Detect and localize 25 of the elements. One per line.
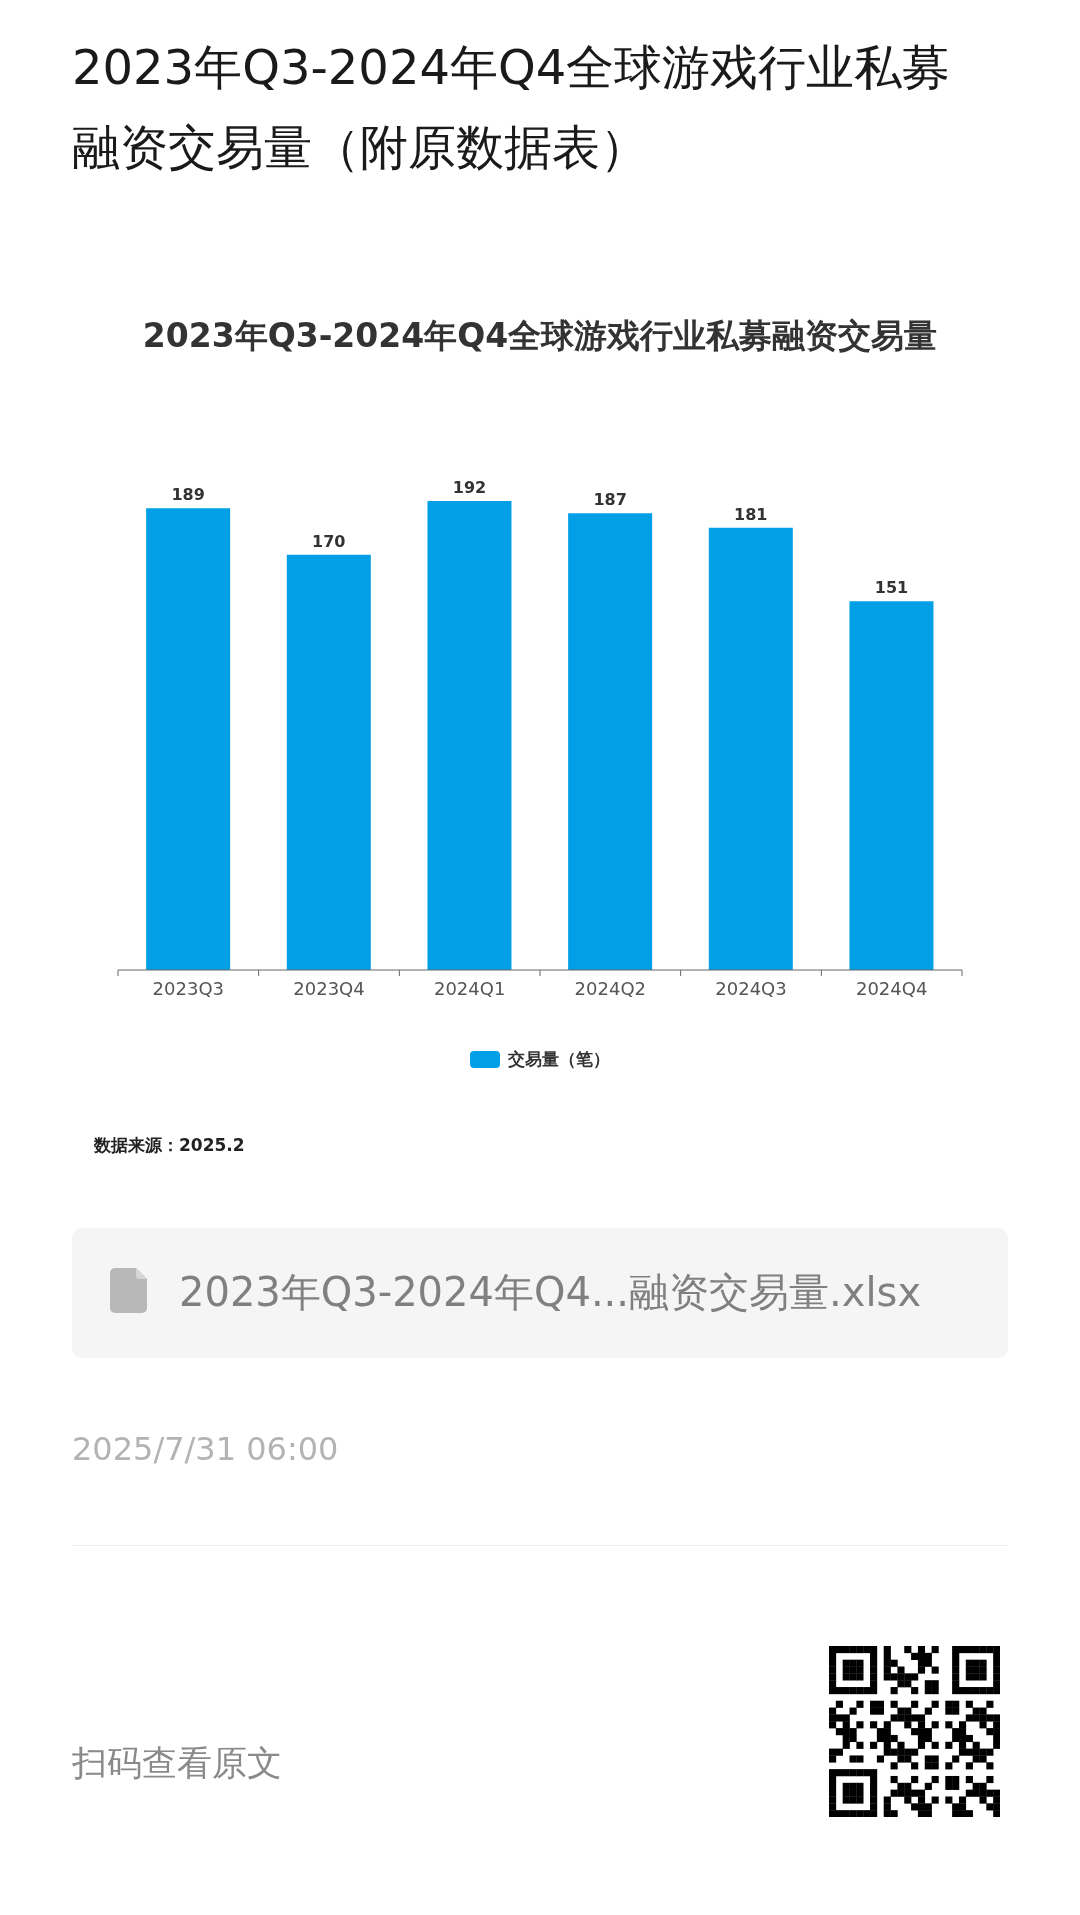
x-tick-label: 2023Q4 bbox=[293, 978, 365, 999]
text: 2025/7/31 06:00 bbox=[72, 1430, 339, 1468]
x-tick-label: 2024Q3 bbox=[715, 978, 787, 999]
data-label: 189 bbox=[171, 485, 205, 505]
x-tick-label: 2024Q1 bbox=[433, 978, 506, 999]
x-tick-label: 2024Q2 bbox=[574, 978, 647, 999]
text: 扫码查看原文 bbox=[72, 1743, 282, 1783]
chart-title: 2023年Q3-2024年Q4全球游戏行业私募融资交易量（附原数据表） bbox=[72, 39, 951, 175]
x-tick-label: 2024Q4 bbox=[855, 978, 928, 999]
bar bbox=[286, 554, 371, 970]
bar bbox=[849, 601, 934, 970]
data-label: 170 bbox=[312, 531, 346, 551]
x-tick-label: 2023Q3 bbox=[152, 978, 225, 999]
bar bbox=[708, 527, 793, 970]
legend-label: 交易量（笔） bbox=[508, 1049, 610, 1069]
chart-subtitle: 2023年Q3-2024年Q4全球游戏行业私募融资交易量 bbox=[142, 316, 938, 355]
data-label: 181 bbox=[734, 504, 768, 524]
bar bbox=[146, 508, 231, 970]
source-note: 数据来源：2025.2 bbox=[94, 1135, 245, 1155]
data-label: 192 bbox=[452, 478, 487, 497]
bar bbox=[427, 501, 512, 970]
data-label: 151 bbox=[874, 578, 909, 598]
data-label: 187 bbox=[593, 490, 627, 510]
bar bbox=[568, 513, 653, 970]
text: 2023年Q3-2024年Q4...融资交易量.xlsx bbox=[179, 1269, 922, 1315]
